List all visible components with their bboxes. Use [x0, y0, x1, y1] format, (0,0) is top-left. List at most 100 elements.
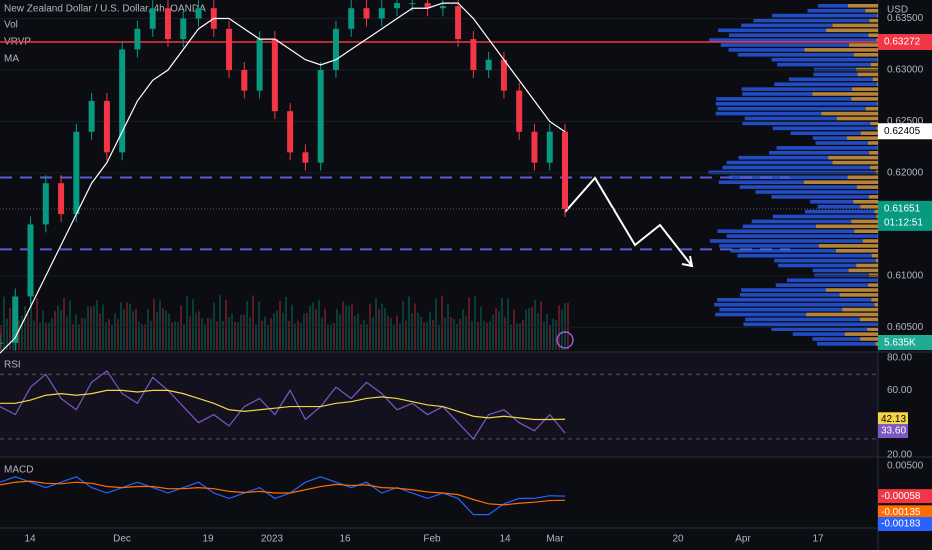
- time-label: 14: [24, 534, 36, 545]
- volume-profile-down: [842, 307, 878, 312]
- volume-bar: [192, 299, 194, 350]
- volume-bar: [75, 314, 77, 350]
- candle: [287, 111, 294, 153]
- price-badge-label: 0.61651: [884, 204, 921, 215]
- volume-profile-up: [786, 278, 878, 282]
- volume-profile-down: [804, 48, 878, 52]
- volume-bar: [516, 323, 518, 350]
- volume-profile-down: [821, 111, 878, 116]
- macd-badge: [878, 489, 932, 504]
- volume-profile-up: [790, 131, 861, 135]
- volume-bar: [408, 296, 410, 350]
- volume-profile-up: [741, 23, 833, 28]
- volume-profile-down: [812, 92, 878, 96]
- macd-tick-label: 0.00500: [887, 461, 924, 472]
- volume-profile-down: [868, 141, 878, 145]
- price-badge: [878, 123, 932, 140]
- price-tick-label: 0.61000: [887, 271, 924, 282]
- volume-bar: [165, 310, 167, 350]
- price-tick-label: 0.62500: [887, 116, 924, 127]
- indicator-label: Vol: [4, 20, 18, 31]
- volume-profile-up: [728, 48, 805, 52]
- volume-profile-up: [738, 155, 829, 160]
- volume-bar: [399, 323, 401, 350]
- volume-bar: [90, 306, 92, 350]
- volume-profile-up: [737, 253, 872, 258]
- volume-profile-up: [709, 38, 877, 42]
- volume-profile-down: [868, 283, 878, 287]
- candle: [394, 3, 401, 9]
- volume-bar: [9, 307, 11, 350]
- volume-profile-down: [825, 288, 878, 292]
- volume-profile-up: [815, 141, 869, 145]
- volume-bar: [318, 299, 320, 350]
- volume-bar: [405, 320, 407, 350]
- time-label: 14: [499, 534, 511, 545]
- event-icon[interactable]: [556, 331, 574, 349]
- time-label: Feb: [423, 534, 441, 545]
- volume-bar: [201, 318, 203, 350]
- volume-profile-down: [832, 160, 878, 165]
- volume-profile-down: [803, 180, 878, 184]
- volume-profile-down: [875, 342, 878, 346]
- rsi-ma-line: [0, 389, 566, 421]
- volume-profile-up: [776, 146, 878, 150]
- volume-profile-down: [870, 121, 878, 126]
- volume-bar: [207, 317, 209, 350]
- volume-profile-up: [719, 244, 819, 248]
- volume-bar: [45, 322, 47, 350]
- volume-bar: [270, 317, 272, 350]
- volume-profile-up: [715, 312, 807, 317]
- volume-bar: [198, 311, 200, 350]
- volume-bar: [276, 310, 278, 350]
- volume-bar: [540, 301, 542, 350]
- volume-bar: [117, 318, 119, 350]
- volume-bar: [204, 324, 206, 350]
- volume-bar: [258, 301, 260, 350]
- volume-bar: [531, 306, 533, 350]
- candle: [409, 3, 416, 5]
- volume-bar: [63, 297, 65, 350]
- volume-profile-up: [715, 102, 878, 106]
- volume-profile-up: [739, 293, 840, 297]
- volume-bar: [285, 296, 287, 350]
- volume-profile-down: [847, 175, 878, 180]
- volume-bar: [96, 300, 98, 350]
- price-tick-label: 0.63500: [887, 13, 924, 24]
- volume-profile-up: [737, 53, 854, 57]
- volume-bar: [432, 319, 434, 350]
- volume-profile-down: [857, 72, 878, 77]
- volume-bar: [384, 308, 386, 350]
- volume-bar: [378, 308, 380, 350]
- volume-profile-down: [856, 185, 878, 189]
- volume-profile-down: [876, 126, 878, 131]
- volume-bar: [216, 321, 218, 350]
- volume-bar: [561, 309, 563, 350]
- volume-bar: [213, 302, 215, 350]
- price-tick-label: 0.62000: [887, 168, 924, 179]
- volume-profile-up: [771, 327, 868, 331]
- volume-bar: [351, 303, 353, 350]
- countdown: 01:12:51: [884, 218, 923, 229]
- volume-bar: [336, 308, 338, 350]
- candle: [439, 6, 446, 9]
- candle: [317, 70, 324, 163]
- volume-bar: [504, 316, 506, 350]
- volume-profile-up: [774, 258, 877, 263]
- volume-profile-up: [775, 283, 869, 287]
- volume-profile-down: [839, 293, 878, 297]
- volume-bar: [450, 317, 452, 350]
- volume-bar: [444, 317, 446, 350]
- candle: [500, 59, 507, 91]
- volume-bar: [27, 314, 29, 350]
- volume-bar: [549, 324, 551, 350]
- volume-bar: [108, 319, 110, 350]
- volume-bar: [360, 324, 362, 350]
- volume-bar: [84, 317, 86, 350]
- volume-bar: [300, 323, 302, 350]
- volume-bar: [111, 324, 113, 350]
- volume-bar: [486, 322, 488, 350]
- volume-profile-down: [874, 302, 878, 307]
